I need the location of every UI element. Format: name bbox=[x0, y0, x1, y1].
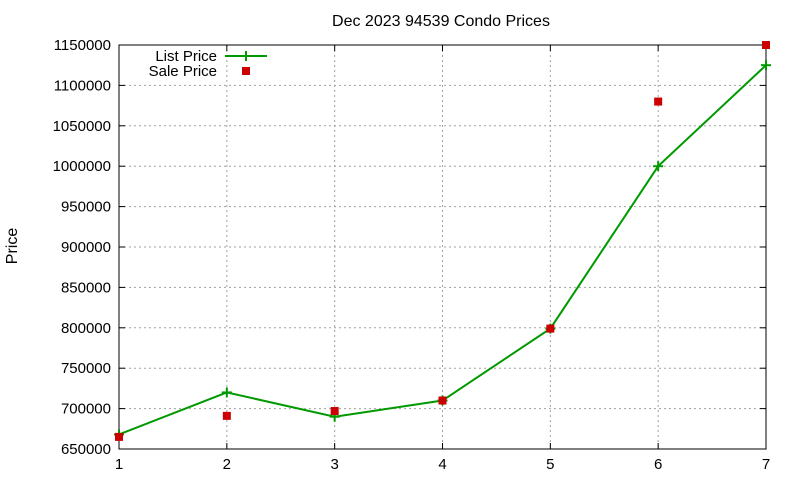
sale-price-point bbox=[330, 407, 339, 416]
y-tick-label: 900000 bbox=[61, 239, 111, 256]
y-tick-label: 1100000 bbox=[54, 77, 111, 94]
list-price-point bbox=[653, 161, 664, 172]
y-tick-label: 850000 bbox=[61, 279, 111, 296]
y-tick-label: 1150000 bbox=[54, 37, 111, 54]
grid bbox=[119, 45, 766, 449]
legend-swatch-sale-price bbox=[242, 67, 250, 75]
x-tick-label: 7 bbox=[762, 456, 770, 473]
legend-marker-list-price bbox=[241, 51, 251, 61]
sale-price-point bbox=[115, 432, 123, 441]
sale-price-point bbox=[654, 97, 663, 106]
series-layer bbox=[114, 41, 771, 441]
x-tick-label: 1 bbox=[115, 456, 123, 473]
x-axis-tick-labels: 1 2 3 4 5 6 7 bbox=[115, 456, 770, 473]
chart-title: Dec 2023 94539 Condo Prices bbox=[332, 13, 550, 30]
sale-price-point bbox=[222, 411, 231, 420]
x-tick-label: 4 bbox=[438, 456, 446, 473]
y-tick-label: 750000 bbox=[61, 360, 111, 377]
x-tick-label: 6 bbox=[654, 456, 662, 473]
legend-label-list-price: List Price bbox=[155, 48, 217, 65]
list-price-point bbox=[221, 387, 232, 398]
legend-label-sale-price: Sale Price bbox=[149, 63, 217, 80]
legend-swatches bbox=[225, 51, 267, 75]
sale-price-point bbox=[546, 324, 555, 333]
x-tick-label: 3 bbox=[330, 456, 338, 473]
y-tick-label: 650000 bbox=[61, 441, 111, 458]
axis-ticks bbox=[118, 44, 767, 450]
y-axis-label: Price bbox=[4, 228, 21, 265]
legend: List Price Sale Price bbox=[149, 48, 267, 80]
x-tick-label: 2 bbox=[223, 456, 231, 473]
sale-price-point bbox=[438, 396, 447, 405]
x-tick-label: 5 bbox=[546, 456, 554, 473]
y-tick-label: 1050000 bbox=[53, 118, 111, 135]
list-price-point bbox=[761, 60, 771, 71]
y-tick-label: 800000 bbox=[61, 320, 111, 337]
y-tick-label: 700000 bbox=[61, 401, 111, 418]
y-axis-tick-labels: 650000 700000 750000 800000 850000 900000 9500… bbox=[53, 37, 111, 458]
y-tick-label: 950000 bbox=[61, 199, 111, 216]
sale-price-point bbox=[762, 41, 770, 49]
y-tick-label: 1000000 bbox=[53, 158, 111, 175]
